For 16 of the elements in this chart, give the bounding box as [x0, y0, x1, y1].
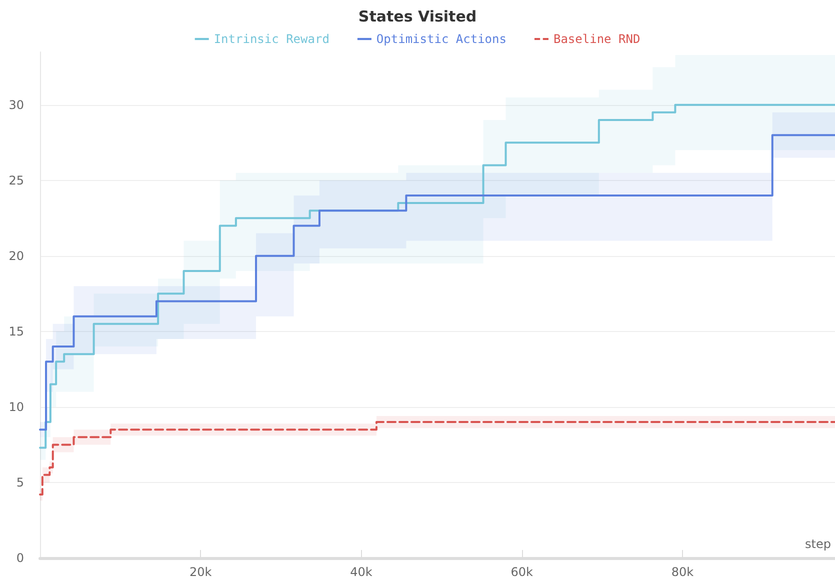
x-tick-label: 20k — [189, 565, 212, 579]
y-tick-label: 30 — [8, 98, 24, 112]
y-tick-label: 15 — [8, 324, 24, 338]
y-tick-label: 0 — [16, 551, 24, 565]
chart-title: States Visited — [358, 8, 477, 26]
x-tick-label: 60k — [510, 565, 533, 579]
x-tick-label: 40k — [350, 565, 372, 579]
y-tick-label: 20 — [8, 248, 24, 263]
legend-label: Optimistic Actions — [376, 32, 506, 46]
y-tick-label: 25 — [8, 173, 24, 188]
y-tick-label: 10 — [8, 400, 24, 414]
legend-label: Baseline RND — [553, 32, 640, 46]
x-tick-label: 80k — [671, 565, 694, 579]
legend-label: Intrinsic Reward — [214, 32, 330, 46]
y-tick-label: 5 — [16, 475, 24, 490]
x-axis-title: step — [805, 537, 831, 551]
